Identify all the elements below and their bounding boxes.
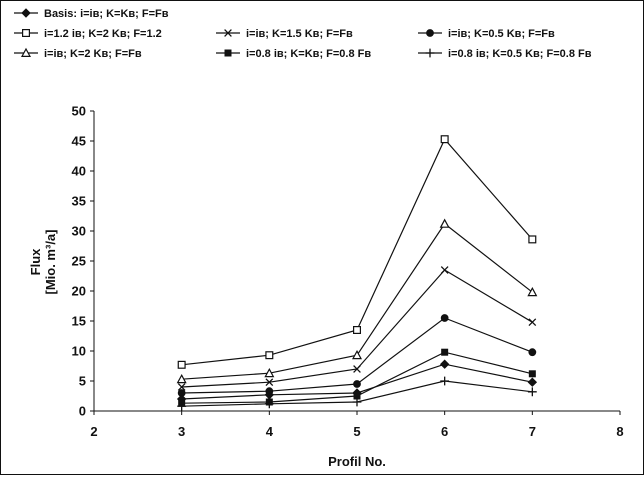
series-7 — [177, 376, 537, 411]
data-point — [440, 135, 449, 144]
legend-marker — [224, 49, 232, 57]
legend-marker — [22, 29, 31, 38]
series-2 — [177, 135, 537, 369]
legend-entry: i=1.2 iв; K=2 Kв; F=1.2 — [14, 28, 162, 40]
x-tick-label: 4 — [266, 424, 274, 439]
legend-label: Basis: i=iв; K=Kв; F=Fв — [44, 8, 169, 20]
data-point — [353, 326, 362, 335]
data-point — [439, 218, 450, 228]
legend-entry: i=0.8 iв; K=Kв; F=0.8 Fв — [216, 48, 371, 60]
data-point — [351, 349, 363, 360]
legend-entry: i=iв; K=1.5 Kв; F=Fв — [216, 28, 353, 40]
data-point — [528, 348, 537, 357]
series-4 — [177, 314, 537, 397]
y-axis-label: Flux — [28, 248, 43, 275]
data-point — [528, 235, 537, 244]
data-point — [527, 377, 538, 387]
data-point — [352, 397, 362, 407]
data-point — [177, 389, 186, 397]
y-tick-label: 40 — [72, 164, 86, 179]
data-point — [264, 367, 275, 378]
data-point — [176, 373, 187, 384]
data-point — [439, 359, 450, 369]
y-tick-label: 45 — [72, 134, 86, 149]
y-tick-label: 5 — [79, 374, 86, 389]
data-point — [265, 351, 274, 360]
y-tick-label: 10 — [72, 344, 86, 359]
x-axis-label: Profil No. — [328, 454, 386, 469]
x-tick-label: 7 — [529, 424, 536, 439]
legend: Basis: i=iв; K=Kв; F=Fв i=1.2 iв; K=2 Kв;… — [14, 8, 592, 60]
data-point — [440, 376, 450, 386]
data-point — [353, 380, 361, 388]
legend-marker — [426, 29, 434, 37]
data-point — [527, 286, 538, 297]
data-point — [528, 370, 536, 378]
y-tick-label: 0 — [79, 404, 86, 419]
legend-marker — [21, 8, 31, 18]
y-tick-label: 20 — [72, 284, 86, 299]
data-point — [528, 318, 537, 327]
legend-label: i=1.2 iв; K=2 Kв; F=1.2 — [44, 28, 162, 40]
data-point — [353, 365, 361, 373]
legend-marker — [425, 48, 435, 58]
legend-entry: Basis: i=iв; K=Kв; F=Fв — [14, 8, 169, 20]
data-point — [441, 348, 449, 356]
y-axis-unit: [Mio. m³/a] — [43, 230, 58, 295]
legend-label: i=iв; K=0.5 Kв; F=Fв — [448, 28, 555, 40]
x-tick-label: 3 — [178, 424, 185, 439]
y-tick-label: 50 — [72, 104, 86, 119]
data-point — [177, 360, 186, 369]
y-tick-label: 25 — [72, 254, 86, 269]
legend-entry: i=iв; K=2 Kв; F=Fв — [14, 47, 142, 60]
legend-label: i=0.8 iв; K=0.5 Kв; F=0.8 Fв — [448, 48, 592, 60]
series-5 — [176, 218, 538, 384]
legend-entry: i=0.8 iв; K=0.5 Kв; F=0.8 Fв — [418, 48, 592, 60]
x-tick-label: 8 — [616, 424, 623, 439]
legend-label: i=0.8 iв; K=Kв; F=0.8 Fв — [246, 48, 371, 60]
data-point — [177, 383, 186, 391]
x-tick-label: 6 — [441, 424, 448, 439]
data-point — [265, 378, 274, 387]
legend-marker — [224, 29, 232, 37]
y-tick-label: 30 — [72, 224, 86, 239]
legend-label: i=iв; K=1.5 Kв; F=Fв — [246, 28, 353, 40]
x-tick-label: 2 — [90, 424, 97, 439]
data-point — [527, 387, 537, 397]
x-tick-label: 5 — [353, 424, 360, 439]
legend-marker — [20, 47, 32, 57]
data-point — [264, 399, 274, 409]
data-point — [177, 401, 187, 411]
data-point — [440, 314, 449, 322]
y-tick-label: 15 — [72, 314, 86, 329]
data-point — [440, 266, 449, 274]
data-point — [265, 387, 274, 396]
legend-entry: i=iв; K=0.5 Kв; F=Fв — [418, 28, 555, 40]
y-axis-title: Flux [Mio. m³/a] — [28, 230, 58, 295]
series-3 — [177, 266, 537, 391]
y-tick-label: 35 — [72, 194, 86, 209]
legend-label: i=iв; K=2 Kв; F=Fв — [44, 48, 142, 60]
